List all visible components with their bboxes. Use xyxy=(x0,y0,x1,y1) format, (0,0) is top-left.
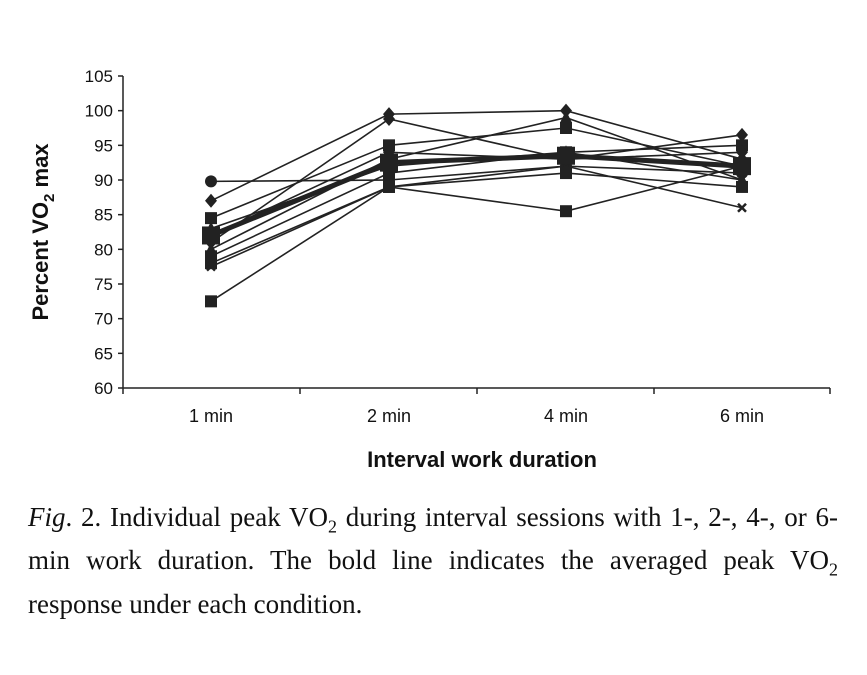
x-tick-label: 1 min xyxy=(189,406,233,426)
data-point xyxy=(383,180,395,193)
data-point xyxy=(205,295,217,308)
data-point xyxy=(205,257,217,270)
data-point xyxy=(202,226,220,245)
data-point xyxy=(205,212,217,225)
series-line xyxy=(210,153,743,238)
mean-series xyxy=(202,146,751,245)
series-line xyxy=(210,172,743,303)
x-axis-label: Interval work duration xyxy=(367,447,597,472)
figure-caption: Fig. 2. Individual peak VO2 during inter… xyxy=(28,500,838,621)
caption-number: . 2. xyxy=(65,502,102,532)
data-point xyxy=(380,153,398,172)
chart: 60 65 70 75 80 85 90 95 100 105 1 min 2 min 4 min 6 m… xyxy=(28,67,831,472)
data-point xyxy=(383,111,395,126)
data-point xyxy=(560,167,572,180)
caption-text: during interval sessions with 1-, 2-, 4-… xyxy=(28,502,838,576)
y-tick-label: 65 xyxy=(94,344,113,363)
y-tick-label: 100 xyxy=(85,102,113,121)
data-point xyxy=(557,146,575,165)
axes: 60 65 70 75 80 85 90 95 100 105 1 min 2 min 4 min 6 m… xyxy=(85,67,831,426)
data-point xyxy=(733,157,751,176)
data-point xyxy=(205,175,217,188)
caption-text: Individual peak VO xyxy=(101,502,328,532)
caption-fig-label: Fig xyxy=(28,502,66,532)
series-line xyxy=(210,165,743,183)
data-point xyxy=(560,205,572,218)
y-tick-label: 75 xyxy=(94,275,113,294)
data-point xyxy=(205,193,217,208)
caption-sub: 2 xyxy=(829,559,838,580)
y-tick-label: 80 xyxy=(94,240,113,259)
y-tick-label: 95 xyxy=(94,136,113,155)
y-tick-label: 85 xyxy=(94,206,113,225)
series-line xyxy=(210,165,743,264)
series-group xyxy=(202,103,751,308)
y-tick-label: 70 xyxy=(94,310,113,329)
y-tick-label: 60 xyxy=(94,379,113,398)
series-line xyxy=(210,144,743,257)
x-tick-label: 6 min xyxy=(720,406,764,426)
data-point xyxy=(560,122,572,134)
series-line xyxy=(210,151,743,237)
data-point xyxy=(737,202,747,213)
series-line xyxy=(210,165,743,268)
data-point xyxy=(736,173,748,185)
caption-sub: 2 xyxy=(328,516,337,537)
y-axis-label: Percent VO2 max xyxy=(28,143,58,321)
caption-text: response under each condition. xyxy=(28,588,363,619)
series-line xyxy=(210,109,743,202)
x-tick-label: 2 min xyxy=(367,406,411,426)
data-point xyxy=(560,110,572,123)
data-point xyxy=(736,145,748,160)
y-tick-label: 90 xyxy=(94,171,113,190)
y-tick-label: 105 xyxy=(85,67,113,86)
x-tick-label: 4 min xyxy=(544,406,588,426)
individual-series xyxy=(206,161,747,272)
data-point xyxy=(206,261,216,272)
data-point xyxy=(736,127,748,142)
